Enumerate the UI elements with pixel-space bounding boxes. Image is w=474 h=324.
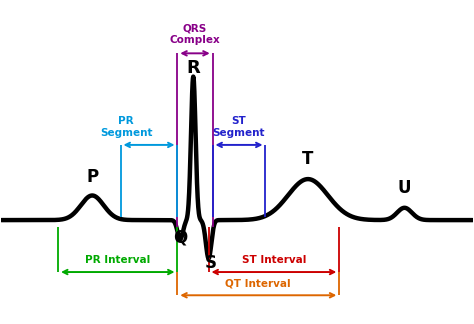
Text: QRS
Complex: QRS Complex [170,24,220,45]
Text: QT Interval: QT Interval [225,278,291,288]
Text: PR
Segment: PR Segment [100,117,153,138]
Text: U: U [398,179,411,197]
Text: T: T [302,150,314,168]
Text: PR Interval: PR Interval [85,255,150,265]
Text: P: P [86,168,98,186]
Text: ST
Segment: ST Segment [212,117,265,138]
Text: S: S [204,254,216,272]
Text: R: R [186,59,200,76]
Text: ST Interval: ST Interval [242,255,306,265]
Text: Q: Q [173,228,187,246]
